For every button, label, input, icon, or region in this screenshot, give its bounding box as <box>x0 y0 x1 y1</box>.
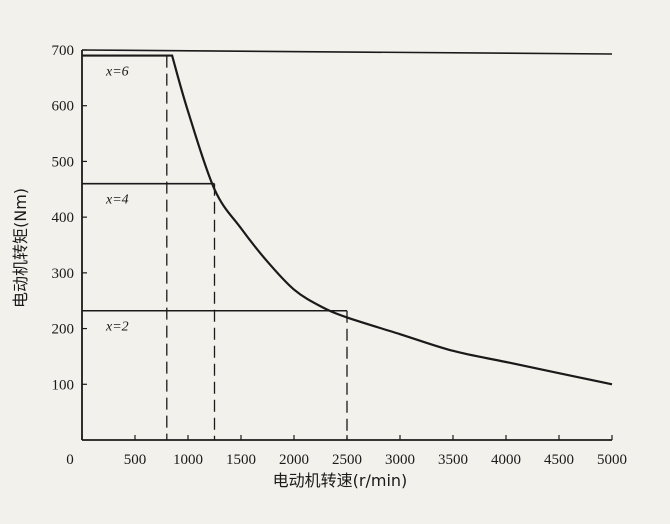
gear-label: x=4 <box>105 193 129 208</box>
y-tick-label: 400 <box>52 210 75 226</box>
x-tick-label: 500 <box>124 452 147 468</box>
x-tick-label: 2500 <box>332 452 362 468</box>
y-axis-title: 电动机转矩(Nm) <box>11 188 30 308</box>
y-tick-label: 700 <box>52 43 75 59</box>
x-tick-label: 2000 <box>279 452 309 468</box>
y-tick-label: 600 <box>52 99 75 115</box>
x-axis-title: 电动机转速(r/min) <box>273 471 408 490</box>
x-tick-label: 0 <box>66 452 74 468</box>
annotation-lines <box>82 54 348 440</box>
annotation-labels: x=6 x=4 x=2 <box>105 65 129 335</box>
top-frame-line <box>81 49 613 55</box>
axis-ticks: 0 500 1000 1500 2000 2500 3000 3500 4000 4500 5000… <box>52 43 628 468</box>
x-tick-label: 3000 <box>385 452 415 468</box>
y-tick-label: 200 <box>52 322 75 338</box>
gear-label: x=2 <box>105 320 129 335</box>
x-tick-label: 5000 <box>597 452 627 468</box>
x-tick-label: 3500 <box>438 452 468 468</box>
y-tick-label: 100 <box>52 377 75 393</box>
x-tick-label: 4000 <box>491 452 521 468</box>
x-tick-label: 4500 <box>544 452 574 468</box>
x-tick-label: 1500 <box>226 452 256 468</box>
axes <box>81 49 613 441</box>
y-tick-label: 500 <box>52 154 75 170</box>
gear-label: x=6 <box>105 65 129 80</box>
torque-speed-curve <box>82 54 613 386</box>
x-tick-label: 1000 <box>173 452 203 468</box>
y-tick-label: 300 <box>52 266 75 282</box>
